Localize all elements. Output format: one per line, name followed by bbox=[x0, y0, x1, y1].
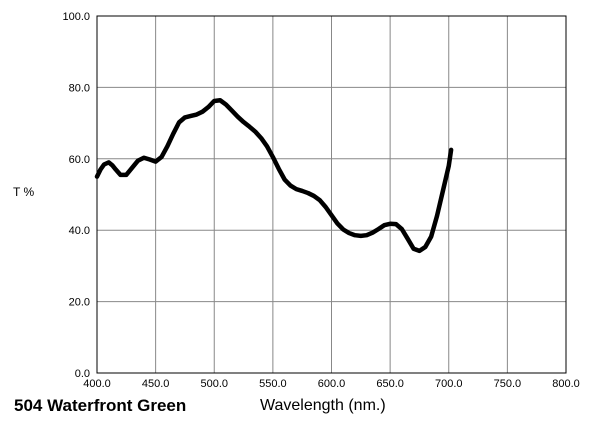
y-axis-label: T % bbox=[13, 185, 34, 199]
x-tick-label: 600.0 bbox=[318, 378, 346, 390]
x-axis-ticks: 400.0 450.0 500.0 550.0 600.0 650.0 700.0 750.0… bbox=[83, 378, 580, 390]
x-tick-label: 800.0 bbox=[552, 378, 580, 390]
x-tick-label: 650.0 bbox=[376, 378, 404, 390]
y-tick-label: 0.0 bbox=[75, 368, 90, 380]
x-tick-label: 700.0 bbox=[435, 378, 463, 390]
x-tick-label: 500.0 bbox=[200, 378, 228, 390]
x-tick-label: 400.0 bbox=[83, 378, 111, 390]
plot-frame bbox=[96, 15, 567, 374]
x-tick-label: 550.0 bbox=[259, 378, 287, 390]
transmission-chart: 400.0 450.0 500.0 550.0 600.0 650.0 700.0 750.0… bbox=[13, 11, 580, 390]
series-group bbox=[94, 98, 454, 254]
y-tick-label: 80.0 bbox=[69, 82, 90, 94]
transmission-curve bbox=[94, 98, 454, 254]
y-tick-label: 20.0 bbox=[69, 297, 90, 309]
y-tick-label: 40.0 bbox=[69, 225, 90, 237]
x-tick-label: 750.0 bbox=[494, 378, 522, 390]
chart-title: 504 Waterfront Green bbox=[14, 396, 187, 415]
x-tick-label: 450.0 bbox=[142, 378, 170, 390]
x-axis-label: Wavelength (nm.) bbox=[260, 397, 386, 414]
grid-lines bbox=[96, 15, 567, 374]
y-tick-label: 60.0 bbox=[69, 154, 90, 166]
y-tick-label: 100.0 bbox=[62, 11, 90, 23]
y-axis-ticks: 0.0 20.0 40.0 60.0 80.0 100.0 bbox=[62, 11, 90, 380]
